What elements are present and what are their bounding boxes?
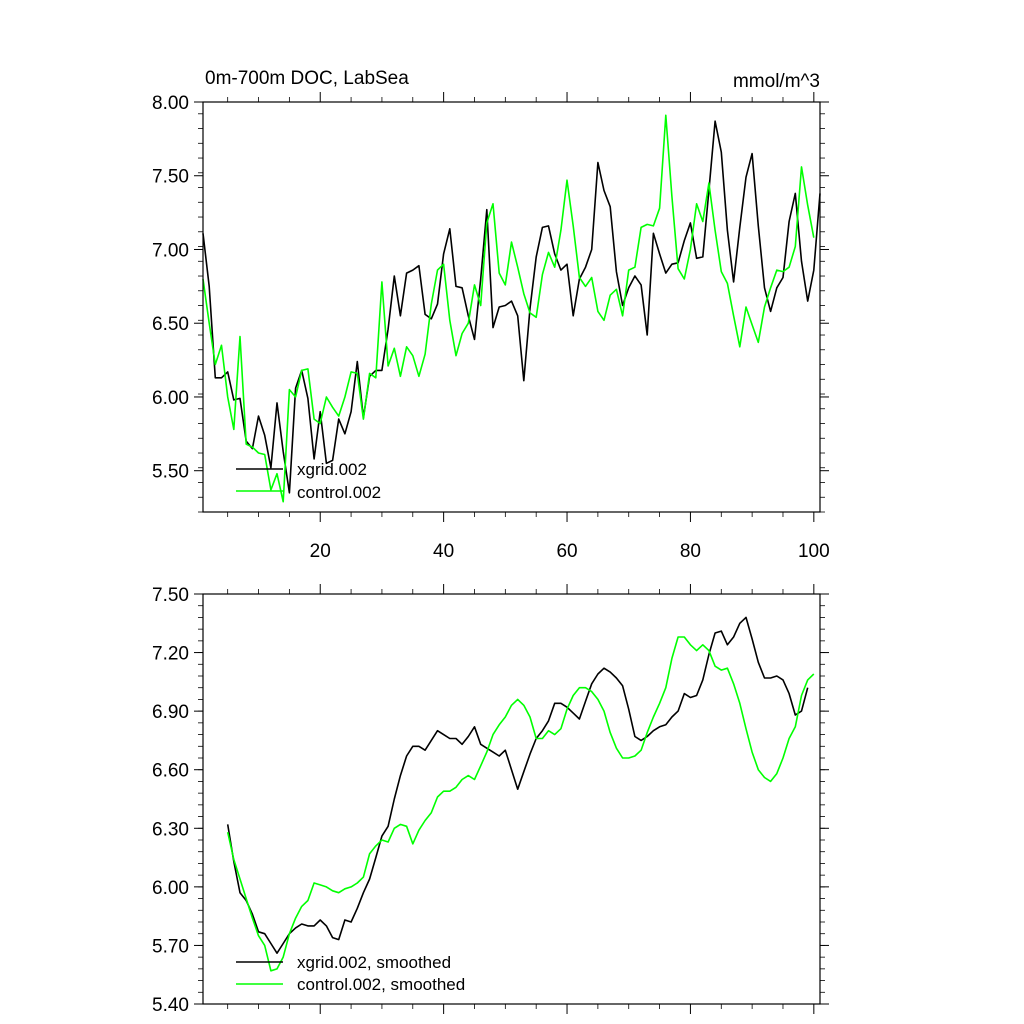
top-xtick-label: 40 bbox=[433, 541, 454, 562]
bottom-series-line-control bbox=[226, 636, 815, 972]
top-ytick-label: 7.50 bbox=[152, 167, 189, 188]
bottom-ytick-label: 6.90 bbox=[152, 702, 189, 723]
top-ytick-label: 8.00 bbox=[152, 93, 189, 114]
top-ytick-label: 6.50 bbox=[152, 314, 189, 335]
legend-label-xgrid-smoothed: xgrid.002, smoothed bbox=[297, 953, 451, 972]
legend-label-control-smoothed: control.002, smoothed bbox=[297, 975, 465, 994]
bottom-panel: 7.50 7.20 6.90 6.60 6.30 6.00 5.70 5.40 xgrid.0… bbox=[152, 584, 829, 1016]
top-legend: xgrid.002 control.002 bbox=[236, 460, 381, 502]
top-panel: 0m-700m DOC, LabSea mmol/m^3 8.00 7.50 7.0… bbox=[152, 68, 830, 562]
top-ytick-label: 7.00 bbox=[152, 240, 189, 261]
top-xtick-label: 20 bbox=[310, 541, 331, 562]
top-ytick-label: 6.00 bbox=[152, 388, 189, 409]
bottom-series-line-xgrid bbox=[226, 616, 809, 955]
legend-label-xgrid: xgrid.002 bbox=[297, 460, 367, 479]
top-series-line-xgrid bbox=[202, 120, 821, 494]
top-xtick-label: 100 bbox=[798, 541, 830, 562]
chart-title: 0m-700m DOC, LabSea bbox=[205, 68, 409, 89]
bottom-ytick-label: 6.60 bbox=[152, 761, 189, 782]
bottom-legend: xgrid.002, smoothed control.002, smoothe… bbox=[236, 953, 465, 994]
bottom-ytick-label: 7.20 bbox=[152, 644, 189, 665]
top-series-line-control bbox=[202, 114, 815, 503]
units-label: mmol/m^3 bbox=[733, 71, 820, 92]
bottom-ytick-label: 5.40 bbox=[152, 995, 189, 1016]
legend-label-control: control.002 bbox=[297, 483, 381, 502]
top-ytick-label: 5.50 bbox=[152, 462, 189, 483]
bottom-ytick-label: 6.00 bbox=[152, 878, 189, 899]
top-xtick-label: 60 bbox=[556, 541, 577, 562]
bottom-plot-frame bbox=[202, 593, 821, 1005]
top-xtick-label: 80 bbox=[680, 541, 701, 562]
bottom-ytick-label: 7.50 bbox=[152, 585, 189, 606]
bottom-ytick-label: 5.70 bbox=[152, 936, 189, 957]
top-plot-frame bbox=[202, 101, 821, 513]
bottom-ytick-label: 6.30 bbox=[152, 819, 189, 840]
